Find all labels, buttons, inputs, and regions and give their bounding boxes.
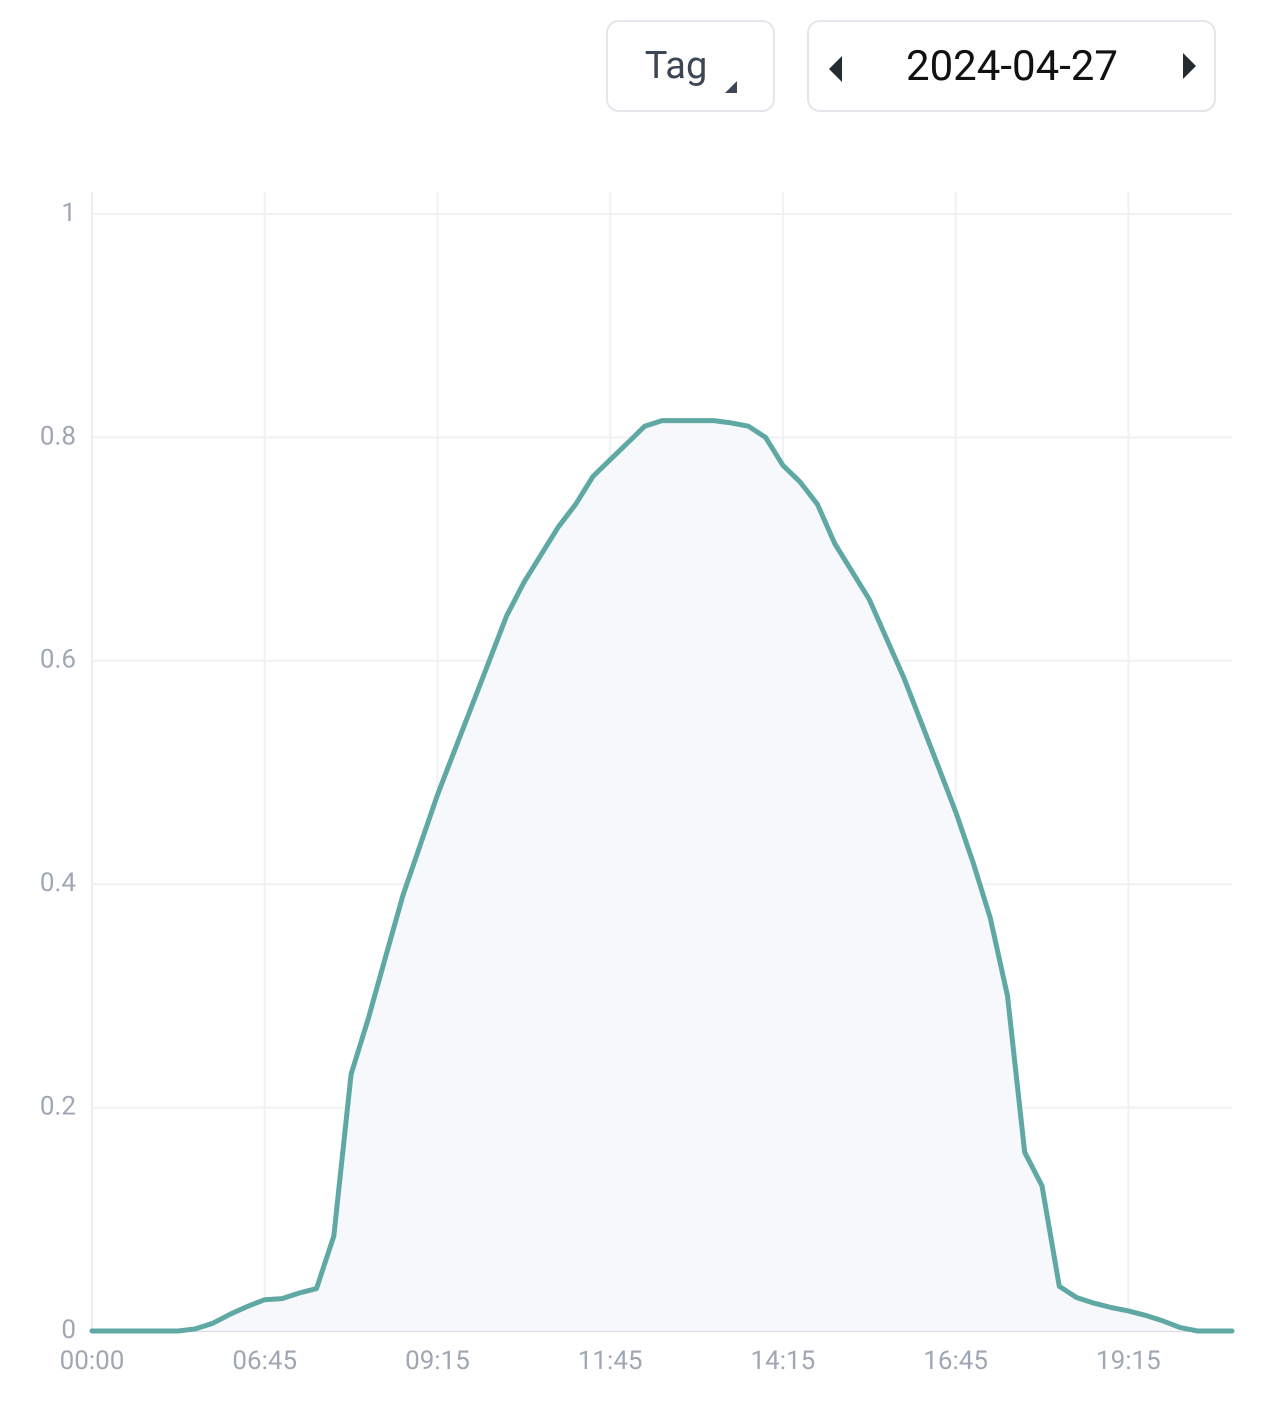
y-tick-label: 0.6 <box>40 645 76 675</box>
date-picker <box>807 20 1216 112</box>
prev-day[interactable] <box>829 56 842 82</box>
date-label: 2024-04-27 <box>906 42 1118 91</box>
select-caret <box>725 81 737 93</box>
y-tick-label: 0 <box>61 1315 76 1345</box>
x-tick-label: 00:00 <box>60 1346 125 1376</box>
x-tick-label: 16:45 <box>923 1346 988 1376</box>
x-tick-label: 09:15 <box>405 1346 470 1376</box>
y-tick-label: 0.4 <box>40 868 76 898</box>
chart: 0 0.2 0.4 0.6 0.8 1 00:00 06:45 09:15 11:45 14:15 1… <box>40 192 1235 1376</box>
view-select-label: Tag <box>645 44 708 88</box>
x-tick-label: 11:45 <box>578 1346 643 1376</box>
y-tick-label: 0.2 <box>40 1091 76 1121</box>
next-day[interactable] <box>1183 53 1196 79</box>
x-tick-label: 19:15 <box>1096 1346 1161 1376</box>
area-fill <box>92 420 1232 1332</box>
x-tick-label: 06:45 <box>232 1346 297 1376</box>
x-tick-label: 14:15 <box>751 1346 816 1376</box>
y-tick-label: 1 <box>61 198 76 228</box>
line <box>89 418 1235 1334</box>
y-tick-label: 0.8 <box>40 421 76 451</box>
